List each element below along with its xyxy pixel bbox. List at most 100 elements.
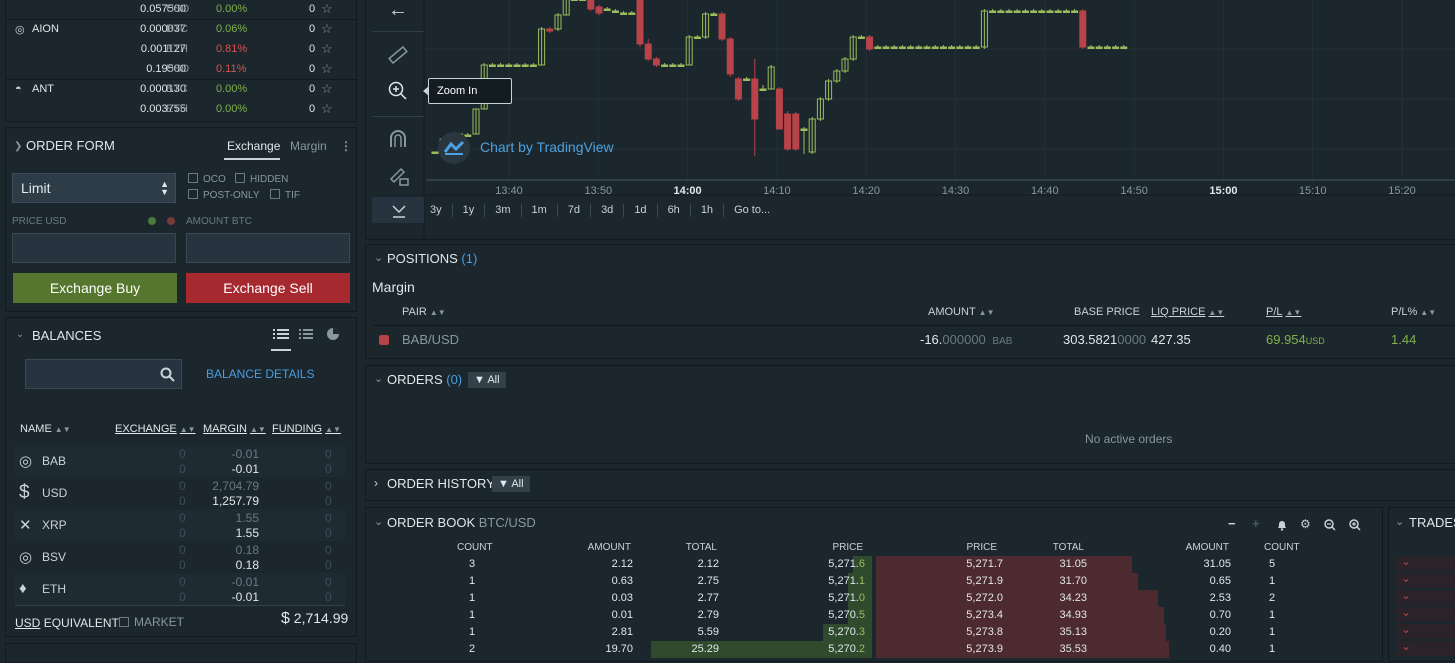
candle-down[interactable] (652, 58, 660, 66)
candle-down[interactable] (948, 46, 956, 49)
star-icon[interactable]: ☆ (321, 41, 333, 56)
candle-down[interactable] (677, 64, 685, 67)
star-icon[interactable]: ☆ (321, 81, 333, 96)
candle-down[interactable] (636, 0, 644, 45)
candle-down[interactable] (775, 88, 783, 130)
bid-header[interactable]: TOTAL (685, 542, 717, 553)
candle-down[interactable] (1079, 10, 1087, 48)
tif-checkbox[interactable]: TIF (270, 189, 300, 201)
market-checkbox[interactable]: MARKET (119, 615, 184, 629)
collapse-chevron-icon[interactable]: ⌄ (374, 516, 384, 528)
trade-row[interactable]: ⌄ (1395, 588, 1455, 605)
candle-down[interactable] (792, 113, 800, 150)
ticker-row[interactable]: 0.001127 ETH 0.81% 0 ☆ (6, 40, 358, 60)
balance-details-link[interactable]: BALANCE DETAILS (206, 367, 315, 381)
ask-row[interactable]: 5,273.8 35.13 0.20 1 (876, 624, 1376, 641)
candle-down[interactable] (939, 46, 947, 49)
zoom-in-icon[interactable] (388, 81, 408, 101)
decrease-precision-icon[interactable]: − (1228, 516, 1236, 531)
ticker-row[interactable]: 0.19500 USD 0.11% 0 ☆ (6, 60, 358, 80)
candle-down[interactable] (693, 36, 701, 39)
balance-search-input[interactable] (25, 359, 182, 389)
exchange-sell-button[interactable]: Exchange Sell (186, 273, 350, 303)
oco-checkbox[interactable]: OCO (188, 173, 226, 185)
candle-down[interactable] (726, 38, 734, 75)
candle-down[interactable] (784, 113, 792, 150)
candle-up[interactable] (825, 80, 833, 100)
pie-chart-icon[interactable] (326, 327, 340, 344)
magnet-icon[interactable] (388, 129, 408, 149)
candle-down[interactable] (1054, 10, 1062, 13)
ask-row[interactable]: 5,271.7 31.05 31.05 5 (876, 556, 1376, 573)
candle-down[interactable] (587, 0, 595, 10)
candle-down[interactable] (595, 6, 603, 14)
bid-header[interactable]: COUNT (457, 542, 493, 553)
post-only-checkbox[interactable]: POST-ONLY (188, 189, 260, 201)
candle-down[interactable] (759, 88, 767, 91)
orders-filter-button[interactable]: ▼ All (468, 372, 506, 388)
trade-row[interactable]: ⌄ (1395, 571, 1455, 588)
candle-down[interactable] (570, 0, 578, 1)
trade-row[interactable]: ⌄ (1395, 639, 1455, 656)
range-button[interactable]: 1y (462, 204, 475, 216)
candle-down[interactable] (1038, 10, 1046, 13)
candle-down[interactable] (743, 78, 751, 81)
collapse-chevron-icon[interactable]: ⌄ (16, 329, 25, 340)
candle-up[interactable] (767, 66, 775, 90)
candle-down[interactable] (1062, 10, 1070, 13)
candle-down[interactable] (579, 0, 587, 1)
candle-down[interactable] (1112, 46, 1120, 49)
amount-input[interactable] (186, 233, 350, 263)
candle-up[interactable] (841, 58, 849, 72)
bid-row[interactable]: 2 19.70 25.29 5,270.2 (372, 641, 872, 658)
balance-row[interactable]: ◎ BSV 0 0 0.18 0.18 0 0 (15, 541, 345, 573)
candle-down[interactable] (1013, 10, 1021, 13)
ask-row[interactable]: 5,271.9 31.70 0.65 1 (876, 573, 1376, 590)
candle-down[interactable] (734, 78, 742, 100)
candlestick-chart[interactable]: 13:40 13:50 14:00 14:10 14:20 14:30 14:40 14:50… (366, 0, 1455, 240)
position-pair[interactable]: BAB/USD (402, 332, 460, 347)
candle-down[interactable] (931, 46, 939, 49)
bid-row[interactable]: 1 2.81 5.59 5,270.3 (372, 624, 872, 641)
star-icon[interactable]: ☆ (321, 61, 333, 76)
candle-down[interactable] (603, 8, 611, 11)
range-button[interactable]: Go to... (734, 204, 771, 216)
exchange-buy-button[interactable]: Exchange Buy (13, 273, 177, 303)
candle-down[interactable] (800, 128, 808, 131)
gear-icon[interactable]: ⚙ (1300, 517, 1311, 531)
ask-header[interactable]: COUNT (1264, 542, 1300, 553)
candle-down[interactable] (866, 36, 874, 50)
ask-header[interactable]: AMOUNT (1185, 542, 1229, 553)
range-button[interactable]: 3d (601, 204, 614, 216)
candle-down[interactable] (1071, 10, 1079, 13)
candle-down[interactable] (882, 46, 890, 49)
balance-row[interactable]: ♦ ETH 0 0 -0.01 -0.01 0 0 (15, 573, 345, 605)
close-position-icon[interactable] (379, 335, 389, 345)
more-icon[interactable]: ⋮ (340, 139, 352, 153)
star-icon[interactable]: ☆ (321, 21, 333, 36)
balance-row[interactable]: ✕ XRP 0 0 1.55 1.55 0 0 (15, 509, 345, 541)
range-button[interactable]: 6h (667, 204, 680, 216)
candle-down[interactable] (521, 64, 529, 67)
back-arrow-icon[interactable]: ← (388, 0, 408, 21)
candle-down[interactable] (857, 36, 865, 39)
candle-down[interactable] (1030, 10, 1038, 13)
col-liq-price-header[interactable]: LIQ PRICE ▲▼ (1151, 306, 1225, 318)
collapse-chevron-icon[interactable]: ⌄ (374, 373, 384, 385)
zoom-in-icon[interactable] (1349, 519, 1361, 531)
col-plpct-header[interactable]: P/L% ▲▼ (1391, 306, 1437, 318)
ruler-icon[interactable] (387, 44, 409, 66)
ticker-row[interactable]: 0.057500 USD 0.00% 0 ☆ (6, 0, 358, 20)
list-view-icon[interactable] (273, 328, 289, 345)
candle-down[interactable] (488, 64, 496, 67)
balance-row[interactable]: $ USD 0 0 2,704.79 1,257.79 0 0 (15, 477, 345, 509)
col-pair-header[interactable]: PAIR ▲▼ (402, 306, 446, 318)
candle-down[interactable] (1095, 46, 1103, 49)
order-type-select[interactable]: Limit ▲ ▼ (12, 173, 176, 203)
col-pl-header[interactable]: P/L ▲▼ (1266, 306, 1302, 318)
candle-down[interactable] (497, 64, 505, 67)
candle-down[interactable] (907, 46, 915, 49)
chevron-down-icon[interactable] (390, 201, 408, 219)
candle-down[interactable] (915, 46, 923, 49)
candle-up[interactable] (849, 36, 857, 60)
